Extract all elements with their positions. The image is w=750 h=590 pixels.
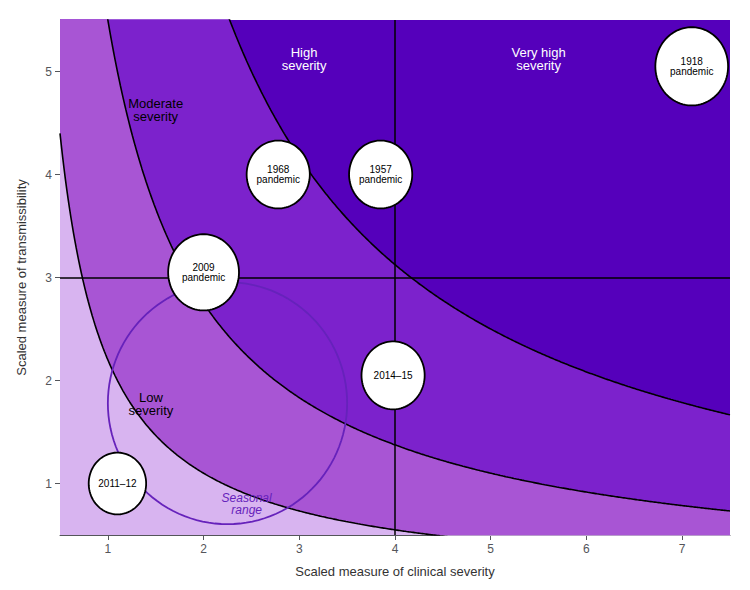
svg-text:2014–15: 2014–15	[374, 370, 413, 381]
svg-text:severity: severity	[282, 58, 327, 73]
svg-text:severity: severity	[129, 403, 174, 418]
svg-text:pandemic: pandemic	[670, 66, 713, 77]
svg-text:4: 4	[392, 542, 399, 556]
svg-text:3: 3	[296, 542, 303, 556]
svg-text:Scaled measure of clinical sev: Scaled measure of clinical severity	[295, 564, 495, 579]
svg-text:1: 1	[45, 477, 52, 491]
svg-text:severity: severity	[516, 58, 561, 73]
svg-text:6: 6	[583, 542, 590, 556]
svg-text:2: 2	[45, 374, 52, 388]
svg-text:1968: 1968	[267, 164, 290, 175]
svg-text:Moderate: Moderate	[128, 96, 184, 112]
svg-text:range: range	[231, 503, 262, 517]
svg-text:4: 4	[45, 168, 52, 182]
svg-text:Low: Low	[139, 389, 163, 405]
svg-text:1: 1	[105, 542, 112, 556]
svg-text:pandemic: pandemic	[359, 174, 402, 185]
svg-text:5: 5	[45, 65, 52, 79]
svg-text:Seasonal: Seasonal	[221, 490, 272, 505]
svg-text:pandemic: pandemic	[182, 272, 225, 283]
svg-text:pandemic: pandemic	[257, 174, 300, 185]
svg-text:Scaled measure of transmissibi: Scaled measure of transmissibility	[14, 179, 29, 376]
svg-text:Very high: Very high	[511, 44, 566, 60]
svg-text:2011–12: 2011–12	[98, 478, 137, 489]
svg-text:High: High	[290, 44, 318, 60]
svg-text:severity: severity	[133, 109, 178, 124]
svg-text:3: 3	[45, 271, 52, 285]
svg-text:1957: 1957	[369, 164, 392, 175]
svg-text:2009: 2009	[192, 261, 215, 273]
svg-text:5: 5	[487, 542, 494, 556]
svg-text:1918: 1918	[680, 55, 703, 67]
svg-text:2: 2	[200, 542, 207, 556]
svg-text:7: 7	[679, 542, 686, 556]
